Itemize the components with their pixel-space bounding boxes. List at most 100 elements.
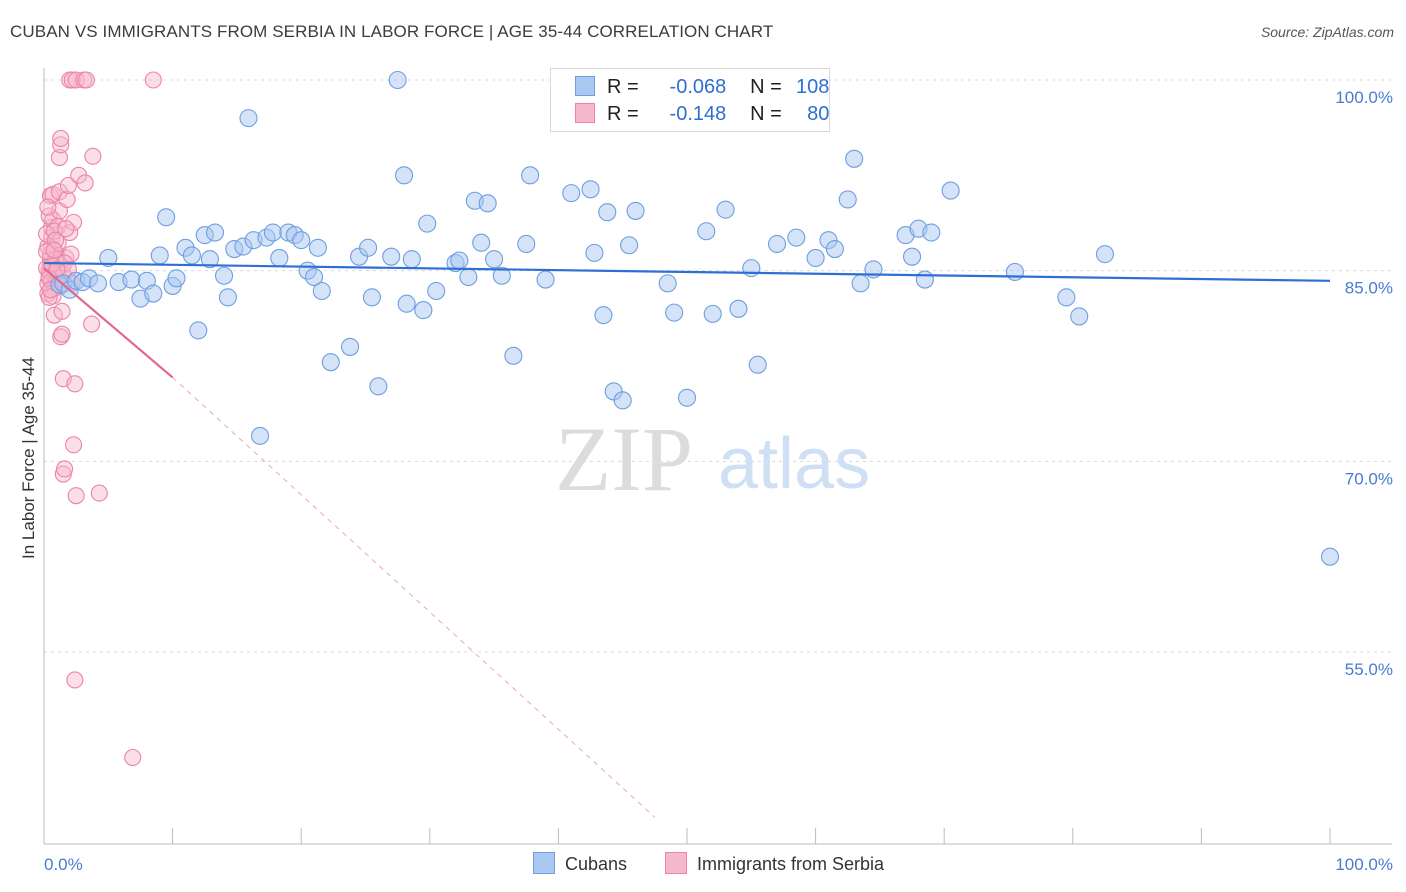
series-legend: Cubans Immigrants from Serbia bbox=[0, 852, 1406, 876]
chart-title: CUBAN VS IMMIGRANTS FROM SERBIA IN LABOR… bbox=[10, 22, 774, 41]
serbia-point bbox=[65, 436, 83, 454]
cubans-point bbox=[218, 288, 237, 307]
watermark: ZIP atlas bbox=[555, 408, 870, 510]
cubans-point bbox=[157, 208, 176, 227]
serbia-point bbox=[45, 306, 63, 324]
cubans-point bbox=[742, 259, 761, 278]
gridlines bbox=[44, 79, 1392, 653]
cubans-point bbox=[450, 251, 469, 270]
y-axis-label: In Labor Force | Age 35-44 bbox=[19, 357, 38, 559]
serbia-point bbox=[66, 671, 84, 689]
cubans-point bbox=[397, 294, 416, 313]
cubans-point bbox=[292, 231, 311, 250]
legend-n-value-serbia: 80 bbox=[807, 103, 830, 125]
cubans-point bbox=[263, 223, 282, 242]
cubans-point bbox=[915, 270, 934, 289]
cubans-point bbox=[459, 267, 478, 287]
cubans-point bbox=[748, 355, 767, 374]
cubans-point bbox=[205, 223, 225, 242]
serbia-point bbox=[59, 176, 77, 195]
cubans-point bbox=[941, 181, 960, 200]
cubans-point bbox=[517, 234, 536, 254]
cubans-point bbox=[362, 288, 381, 307]
cubans-point bbox=[341, 337, 360, 356]
legend-item-cubans: Cubans bbox=[533, 852, 627, 875]
legend-swatch-cubans bbox=[575, 76, 595, 96]
cubans-point bbox=[270, 248, 289, 268]
watermark-zip: ZIP bbox=[555, 408, 693, 510]
serbia-point bbox=[53, 302, 71, 320]
cubans-point bbox=[308, 238, 327, 257]
cubans-point bbox=[626, 201, 645, 220]
cubans-point bbox=[167, 269, 186, 288]
cubans-point bbox=[88, 274, 108, 293]
cubans-point bbox=[427, 281, 446, 301]
cubans-point bbox=[806, 248, 825, 268]
axes bbox=[43, 68, 1392, 845]
cubans-point bbox=[150, 246, 169, 265]
x-tick-label: 100.0% bbox=[1335, 855, 1393, 874]
cubans-point bbox=[492, 266, 511, 285]
cubans-point bbox=[504, 346, 523, 365]
serbia-point bbox=[56, 460, 74, 478]
legend-n-value-cubans: 108 bbox=[796, 76, 830, 98]
legend-swatch-cubans-bottom bbox=[533, 852, 555, 874]
legend-r-value-serbia: -0.148 bbox=[669, 103, 727, 125]
y-tick-label: 100.0% bbox=[1335, 88, 1393, 107]
legend-item-serbia: Immigrants from Serbia bbox=[665, 852, 884, 875]
cubans-point bbox=[321, 353, 340, 372]
tick-labels: 55.0% 70.0% 85.0% 100.0% 0.0% 100.0% bbox=[44, 88, 1393, 874]
serbia-trend-extension bbox=[172, 377, 656, 818]
serbia-point bbox=[52, 129, 70, 148]
cubans-point bbox=[581, 180, 600, 199]
cubans-point bbox=[767, 234, 787, 254]
y-tick-label: 85.0% bbox=[1345, 279, 1393, 298]
cubans-point bbox=[521, 166, 540, 185]
cubans-point bbox=[825, 240, 844, 259]
cubans-point bbox=[99, 248, 118, 268]
serbia-point bbox=[52, 136, 70, 154]
serbia-point bbox=[124, 748, 142, 767]
serbia-point bbox=[144, 71, 162, 89]
cubans-point bbox=[395, 166, 414, 185]
cubans-trend-line bbox=[43, 261, 1331, 282]
cubans-point bbox=[414, 301, 433, 320]
serbia-point bbox=[83, 315, 101, 333]
watermark-atlas: atlas bbox=[718, 424, 870, 504]
serbia-point bbox=[53, 325, 71, 343]
cubans-point bbox=[845, 149, 864, 168]
cubans-point bbox=[189, 321, 208, 340]
cubans-point bbox=[1057, 288, 1076, 307]
cubans-point bbox=[562, 184, 581, 203]
x-tick-label: 0.0% bbox=[44, 855, 83, 874]
series-serbia-points bbox=[38, 71, 162, 767]
serbia-point bbox=[63, 71, 81, 89]
legend-swatch-serbia bbox=[575, 103, 595, 123]
cubans-point bbox=[1320, 547, 1340, 566]
serbia-point bbox=[57, 220, 75, 238]
cubans-point bbox=[122, 270, 141, 289]
serbia-point bbox=[50, 148, 68, 167]
cubans-point bbox=[382, 247, 401, 266]
y-tick-label: 70.0% bbox=[1345, 469, 1393, 488]
cubans-point bbox=[472, 233, 491, 252]
cubans-point bbox=[312, 281, 331, 301]
cubans-point bbox=[716, 200, 735, 219]
y-tick-label: 55.0% bbox=[1345, 660, 1393, 679]
cubans-point bbox=[787, 228, 806, 247]
cubans-point bbox=[838, 190, 857, 209]
cubans-point bbox=[697, 222, 716, 241]
cubans-point bbox=[902, 247, 922, 266]
cubans-point bbox=[729, 299, 748, 318]
serbia-point bbox=[58, 190, 76, 209]
serbia-point bbox=[45, 241, 63, 259]
cubans-point bbox=[305, 267, 324, 287]
cubans-point bbox=[369, 377, 388, 396]
source-label: Source: ZipAtlas.com bbox=[1260, 24, 1394, 40]
cubans-point bbox=[144, 284, 163, 303]
serbia-point bbox=[84, 147, 102, 165]
cubans-point bbox=[182, 246, 201, 265]
cubans-point bbox=[536, 270, 555, 289]
cubans-point bbox=[478, 194, 497, 213]
